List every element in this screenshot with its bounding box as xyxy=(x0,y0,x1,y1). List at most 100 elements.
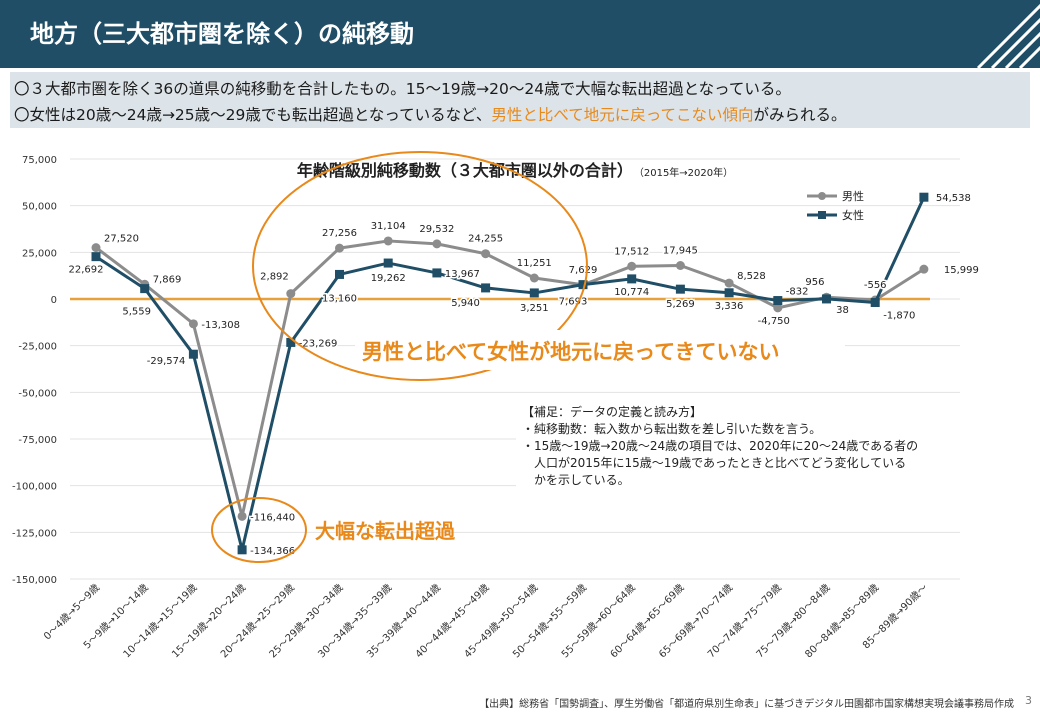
marker-male xyxy=(675,261,685,271)
note-line-3: 人口が2015年に15歳～19歳であったときと比べてどう変化している xyxy=(522,455,906,470)
data-label-female: -832 xyxy=(786,287,809,298)
marker-female xyxy=(822,294,831,304)
data-label-female: 22,692 xyxy=(69,265,104,276)
marker-female xyxy=(237,545,247,555)
marker-male xyxy=(188,319,198,329)
marker-female xyxy=(481,283,491,293)
data-label-male: 17,512 xyxy=(614,246,649,257)
data-label-female: 10,774 xyxy=(614,287,649,298)
marker-male xyxy=(286,289,296,299)
y-tick-label: -25,000 xyxy=(18,342,57,353)
page-title: 地方（三大都市圏を除く）の純移動 xyxy=(30,20,414,48)
marker-female xyxy=(773,296,783,306)
marker-male xyxy=(529,273,539,283)
header-stripes-decoration xyxy=(976,3,1040,68)
data-label-male: 27,256 xyxy=(322,228,357,239)
marker-female xyxy=(383,258,393,268)
data-label-female: 3,336 xyxy=(715,301,744,312)
data-label-female: 7,693 xyxy=(559,297,588,308)
data-label-female: 38 xyxy=(836,305,849,316)
data-label-male: 17,945 xyxy=(663,246,698,257)
marker-male xyxy=(383,236,393,246)
data-label-male: 7,629 xyxy=(569,265,598,276)
data-label-male: 31,104 xyxy=(371,221,406,232)
data-label-female: -29,574 xyxy=(147,356,186,367)
marker-female xyxy=(870,297,880,307)
y-tick-label: 75,000 xyxy=(22,155,57,166)
chart-series xyxy=(91,192,929,555)
net-migration-chart: 75,000 50,000 25,000 0 -25,000 -50,000 -75,000… xyxy=(12,151,981,661)
y-tick-label: -125,000 xyxy=(12,528,57,539)
marker-female xyxy=(724,288,734,298)
series-line-female xyxy=(95,196,926,552)
data-label-female: 54,538 xyxy=(936,193,971,204)
marker-male xyxy=(481,249,491,259)
legend-label-female: 女性 xyxy=(842,208,864,222)
marker-male xyxy=(237,511,247,521)
summary-line-2-text: 〇女性は20歳～24歳→25歳～29歳でも転出超過となっているなど、 xyxy=(14,106,492,124)
data-label-female: 5,559 xyxy=(122,307,151,318)
chart-legend: 男性 女性 xyxy=(807,189,864,222)
callout-outflow-text: 大幅な転出超過 xyxy=(315,519,456,543)
data-label-female: -134,366 xyxy=(250,546,295,557)
data-label-female: -23,269 xyxy=(299,338,338,349)
data-label-male: 2,892 xyxy=(260,272,289,283)
y-tick-label: -150,000 xyxy=(12,575,57,586)
data-label-male: -4,750 xyxy=(758,316,790,327)
summary-line-2: 〇女性は20歳～24歳→25歳～29歳でも転出超過となっているなど、男性と比べて… xyxy=(14,103,847,125)
marker-female xyxy=(529,288,539,298)
callout-ellipse-outflow xyxy=(211,497,307,563)
legend-label-male: 男性 xyxy=(842,189,864,203)
marker-female xyxy=(675,284,685,294)
marker-male xyxy=(627,261,637,271)
marker-female xyxy=(578,280,588,290)
callout-ellipse-women xyxy=(252,151,588,381)
marker-male xyxy=(773,303,783,313)
marker-male xyxy=(724,278,734,288)
y-tick-label: 0 xyxy=(51,295,57,306)
data-label-female: 5,940 xyxy=(451,298,480,309)
data-label-female: 5,269 xyxy=(666,299,695,310)
marker-female xyxy=(188,349,198,359)
series-line-male xyxy=(95,239,925,518)
source-citation: 【出典】総務省「国勢調査」、厚生労働省「都道府県別生命表」に基づきデジタル田園都… xyxy=(479,699,1014,710)
data-labels: 27,520 7,869 -13,308 -116,440 2,892 27,256 31,… xyxy=(67,192,980,559)
y-axis-tick-labels: 75,000 50,000 25,000 0 -25,000 -50,000 -75,000… xyxy=(12,155,57,586)
summary-line-2-end: がみられる。 xyxy=(753,106,847,124)
data-label-female: -1,870 xyxy=(883,310,915,321)
data-label-female: 13,160 xyxy=(322,293,357,304)
note-line-1: ・純移動数：転入数から転出数を差し引いた数を言う。 xyxy=(522,421,821,436)
data-label-male: 29,532 xyxy=(419,224,454,235)
data-label-male: -556 xyxy=(864,280,887,291)
marker-male xyxy=(91,243,101,253)
data-label-male: 7,869 xyxy=(153,274,182,285)
x-axis-tick-labels: 0～4歳→5～9歳5～9歳→10～14歳10～14歳→15～19歳15～19歳→… xyxy=(41,582,930,661)
note-title: 【補足：データの定義と読み方】 xyxy=(522,404,702,419)
data-label-male: 8,528 xyxy=(737,271,766,282)
marker-female xyxy=(432,268,442,278)
marker-female xyxy=(919,192,929,202)
data-label-male: 15,999 xyxy=(944,265,979,276)
callout-women-bg xyxy=(355,330,845,370)
data-label-female: 19,262 xyxy=(371,273,406,284)
note-line-4: かを示している。 xyxy=(522,473,630,487)
data-label-male: -116,440 xyxy=(250,512,295,523)
callout-women-text: 男性と比べて女性が地元に戻ってきていない xyxy=(362,340,779,364)
data-label-female: 13,967 xyxy=(445,269,480,280)
marker-female xyxy=(627,274,637,284)
marker-male xyxy=(919,264,929,274)
marker-male xyxy=(335,243,344,253)
data-label-male: 956 xyxy=(805,277,824,288)
summary-highlight: 男性と比べて地元に戻ってこない傾向 xyxy=(491,106,754,124)
marker-female xyxy=(91,252,101,262)
y-tick-label: -75,000 xyxy=(18,435,57,446)
marker-female xyxy=(286,337,296,347)
data-label-male: 24,255 xyxy=(468,234,503,245)
y-tick-label: 25,000 xyxy=(22,248,57,259)
data-label-male: 27,520 xyxy=(104,234,139,245)
summary-line-1: 〇３大都市圏を除く36の道県の純移動を合計したもの。15～19歳→20～24歳で… xyxy=(14,80,791,98)
data-label-male: -13,308 xyxy=(201,320,240,331)
marker-male xyxy=(432,239,442,249)
marker-female xyxy=(140,284,150,294)
y-tick-label: -100,000 xyxy=(12,482,57,493)
